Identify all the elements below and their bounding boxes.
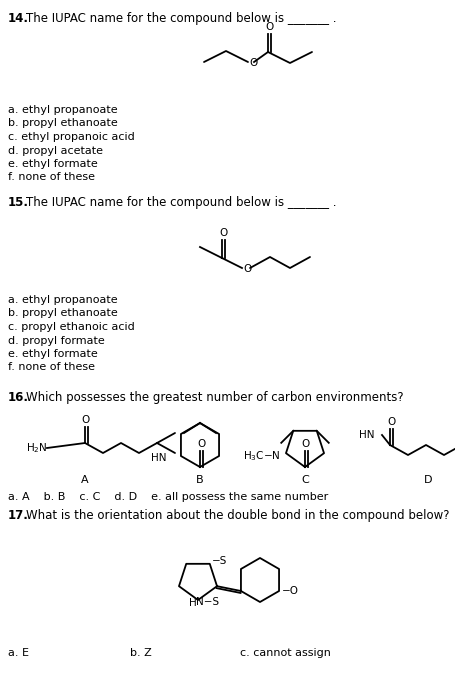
Text: d. propyl acetate: d. propyl acetate xyxy=(8,146,103,156)
Text: c. propyl ethanoic acid: c. propyl ethanoic acid xyxy=(8,322,135,332)
Text: a. ethyl propanoate: a. ethyl propanoate xyxy=(8,295,118,305)
Text: b. Z: b. Z xyxy=(130,648,152,658)
Text: C: C xyxy=(301,475,309,485)
Text: b. propyl ethanoate: b. propyl ethanoate xyxy=(8,309,118,318)
Text: a. A    b. B    c. C    d. D    e. all possess the same number: a. A b. B c. C d. D e. all possess the s… xyxy=(8,492,328,502)
Text: d. propyl formate: d. propyl formate xyxy=(8,336,105,345)
Text: O: O xyxy=(302,439,310,449)
Text: 17.: 17. xyxy=(8,509,29,522)
Text: N−S: N−S xyxy=(196,597,219,607)
Text: 14.: 14. xyxy=(8,12,29,25)
Text: c. ethyl propanoic acid: c. ethyl propanoic acid xyxy=(8,132,135,142)
Text: 16.: 16. xyxy=(8,391,29,404)
Text: O: O xyxy=(197,439,205,449)
Text: H$_3$C$-$N: H$_3$C$-$N xyxy=(243,450,281,463)
Text: O: O xyxy=(219,228,227,238)
Text: HN: HN xyxy=(152,453,167,463)
Text: f. none of these: f. none of these xyxy=(8,362,95,372)
Text: −O: −O xyxy=(282,586,299,596)
Text: H$_2$N: H$_2$N xyxy=(26,441,48,455)
Text: f. none of these: f. none of these xyxy=(8,173,95,183)
Text: O: O xyxy=(82,415,90,425)
Text: e. ethyl formate: e. ethyl formate xyxy=(8,159,98,169)
Text: b. propyl ethanoate: b. propyl ethanoate xyxy=(8,118,118,129)
Text: O: O xyxy=(387,417,395,427)
Text: −S: −S xyxy=(212,556,227,566)
Text: O: O xyxy=(265,22,273,32)
Text: D: D xyxy=(424,475,432,485)
Text: a. ethyl propanoate: a. ethyl propanoate xyxy=(8,105,118,115)
Text: e. ethyl formate: e. ethyl formate xyxy=(8,349,98,359)
Text: HN: HN xyxy=(359,430,374,440)
Text: O: O xyxy=(243,264,251,274)
Text: a. E: a. E xyxy=(8,648,29,658)
Text: The IUPAC name for the compound below is _______ .: The IUPAC name for the compound below is… xyxy=(26,12,337,25)
Text: A: A xyxy=(81,475,89,485)
Text: The IUPAC name for the compound below is _______ .: The IUPAC name for the compound below is… xyxy=(26,196,337,209)
Text: B: B xyxy=(196,475,204,485)
Text: H: H xyxy=(189,598,197,608)
Text: What is the orientation about the double bond in the compound below?: What is the orientation about the double… xyxy=(26,509,450,522)
Text: 15.: 15. xyxy=(8,196,29,209)
Text: Which possesses the greatest number of carbon environments?: Which possesses the greatest number of c… xyxy=(26,391,404,404)
Text: O: O xyxy=(249,58,257,68)
Text: c. cannot assign: c. cannot assign xyxy=(240,648,331,658)
